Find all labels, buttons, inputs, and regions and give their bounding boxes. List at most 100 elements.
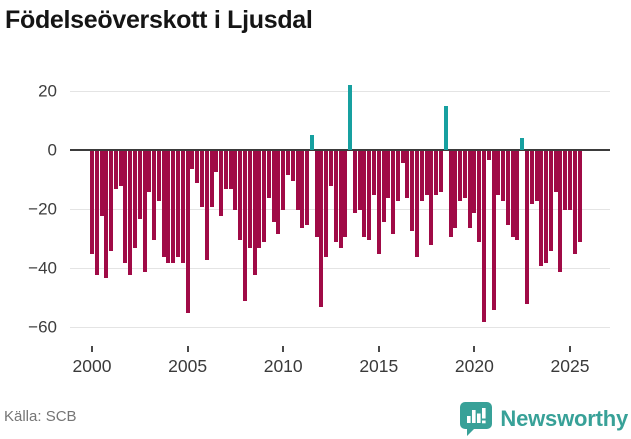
y-axis-tick-label: −40 — [28, 258, 57, 278]
bar — [462, 151, 467, 198]
bar — [262, 151, 267, 242]
bar — [505, 151, 510, 225]
bar — [572, 151, 577, 254]
bar — [238, 151, 243, 240]
bar — [295, 151, 300, 210]
x-axis-tick-label: 2015 — [359, 356, 399, 376]
bar — [180, 151, 185, 263]
x-axis-tick-mark — [186, 346, 189, 352]
bar — [372, 151, 377, 195]
bar — [152, 151, 157, 240]
bar — [190, 151, 195, 169]
bar — [515, 151, 520, 240]
bar — [458, 151, 463, 201]
bar — [233, 151, 238, 210]
bar — [300, 151, 305, 228]
bar — [242, 151, 247, 301]
newsworthy-wordmark: Newsworthy — [500, 406, 628, 431]
x-axis-tick-label: 2025 — [550, 356, 590, 376]
chart-title: Födelseöverskott i Ljusdal — [5, 6, 313, 34]
bar — [199, 151, 204, 207]
bar — [477, 151, 482, 242]
bar — [467, 151, 472, 228]
zero-axis-line — [70, 149, 610, 151]
bar — [553, 151, 558, 192]
bar — [109, 151, 114, 251]
y-gridline — [70, 91, 610, 92]
bar — [147, 151, 152, 192]
bar — [424, 151, 429, 195]
bar — [252, 151, 257, 275]
y-gridline — [70, 327, 610, 328]
bar — [491, 151, 496, 310]
bar — [166, 151, 171, 263]
bar — [319, 151, 324, 307]
x-axis-tick-label: 2000 — [72, 356, 112, 376]
bar — [367, 151, 372, 240]
bar — [429, 151, 434, 245]
bar — [305, 151, 310, 225]
bar — [276, 151, 281, 234]
y-axis-tick-label: 20 — [38, 81, 57, 101]
bar — [434, 151, 439, 195]
y-gridline — [70, 268, 610, 269]
bar — [410, 151, 415, 231]
bar — [309, 135, 314, 150]
bar — [324, 151, 329, 257]
bar — [176, 151, 181, 257]
bar — [415, 151, 420, 257]
x-axis-tick-label: 2020 — [454, 356, 494, 376]
bar — [520, 138, 525, 150]
bar — [472, 151, 477, 213]
bar — [329, 151, 333, 186]
bar — [185, 151, 190, 313]
bar — [405, 151, 410, 198]
bar — [214, 151, 219, 172]
bar — [137, 151, 142, 219]
bar — [247, 151, 252, 248]
bar — [501, 151, 506, 201]
bar — [395, 151, 400, 201]
bar — [548, 151, 553, 251]
newsworthy-bars-icon — [459, 401, 494, 437]
bar — [510, 151, 515, 237]
bar — [438, 151, 443, 192]
bar — [171, 151, 176, 263]
y-axis-tick-label: 0 — [47, 140, 57, 160]
bar — [381, 151, 386, 222]
bar — [544, 151, 549, 263]
bar — [443, 106, 448, 150]
bar — [314, 151, 319, 237]
x-axis-tick-mark — [473, 346, 476, 352]
x-axis-tick-mark — [282, 346, 285, 352]
bar — [94, 151, 99, 275]
bar — [99, 151, 104, 216]
bar — [453, 151, 458, 228]
bar — [285, 151, 290, 175]
bar — [563, 151, 568, 210]
bar — [524, 151, 529, 304]
bar — [348, 85, 353, 150]
bar — [568, 151, 572, 210]
bar — [338, 151, 343, 248]
bar — [481, 151, 486, 322]
bar — [257, 151, 262, 248]
bar — [223, 151, 228, 189]
bar — [486, 151, 491, 160]
x-axis-tick-mark — [569, 346, 571, 352]
bar — [118, 151, 123, 186]
bar — [343, 151, 348, 237]
x-axis-tick-label: 2005 — [168, 356, 208, 376]
bar — [104, 151, 109, 278]
bar — [161, 151, 166, 257]
y-axis-tick-label: −20 — [28, 199, 57, 219]
bar — [123, 151, 128, 263]
bar — [271, 151, 276, 222]
source-label: Källa: SCB — [4, 408, 77, 425]
x-axis-tick-label: 2010 — [263, 356, 303, 376]
bar — [209, 151, 214, 207]
y-axis-tick-label: −60 — [28, 317, 57, 337]
bar — [391, 151, 396, 234]
newsworthy-logo: Newsworthy — [459, 401, 628, 437]
